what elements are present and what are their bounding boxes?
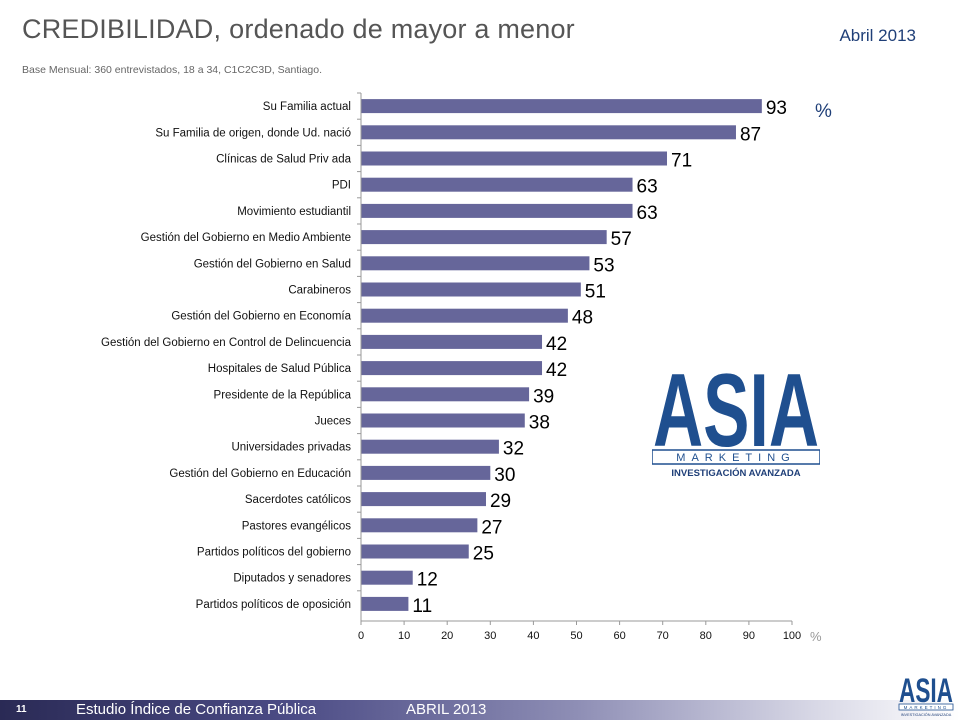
asia-marketing-logo: ASIA MARKETING INVESTIGACIÓN AVANZADA <box>652 362 820 479</box>
page-title: CREDIBILIDAD, ordenado de mayor a menor <box>22 14 575 45</box>
value-label: 48 <box>572 308 593 329</box>
value-label: 71 <box>671 151 692 172</box>
category-label: Gestión del Gobierno en Control de Delin… <box>101 337 352 349</box>
bar <box>361 413 525 428</box>
value-label: 42 <box>546 360 567 381</box>
bar <box>361 544 469 559</box>
value-label: 39 <box>533 386 554 407</box>
category-label: Jueces <box>315 416 352 428</box>
category-label: Gestión del Gobierno en Medio Ambiente <box>141 232 351 244</box>
x-tick-label: 100 <box>783 630 801 642</box>
bar <box>361 361 543 376</box>
value-label: 25 <box>473 544 494 565</box>
bar <box>361 151 668 166</box>
value-label: 63 <box>637 177 658 198</box>
category-label: Gestión del Gobierno en Economía <box>171 311 351 323</box>
bar <box>361 439 499 454</box>
value-label: 93 <box>766 98 787 119</box>
value-label: 53 <box>593 255 614 276</box>
bar <box>361 465 491 480</box>
report-date: Abril 2013 <box>839 26 916 45</box>
value-label: 11 <box>412 596 432 617</box>
svg-text:INVESTIGACIÓN AVANZADA: INVESTIGACIÓN AVANZADA <box>901 712 952 717</box>
category-label: Gestión del Gobierno en Educación <box>169 468 351 480</box>
x-tick-label: 90 <box>743 630 755 642</box>
bar <box>361 334 543 349</box>
category-label: Presidente de la República <box>214 389 352 401</box>
bar <box>361 230 607 245</box>
value-label: 38 <box>529 413 550 434</box>
base-note: Base Mensual: 360 entrevistados, 18 a 34… <box>22 64 323 76</box>
percent-unit-label: % <box>815 101 832 122</box>
category-label: Diputados y senadores <box>233 573 351 585</box>
category-label: Sacerdotes católicos <box>245 494 351 506</box>
x-tick-label: 60 <box>613 630 625 642</box>
x-tick-label: 40 <box>527 630 539 642</box>
bar <box>361 125 736 140</box>
svg-text:INVESTIGACIÓN AVANZADA: INVESTIGACIÓN AVANZADA <box>671 467 800 479</box>
value-label: 12 <box>417 570 438 591</box>
category-label: Universidades privadas <box>231 442 351 454</box>
bar <box>361 203 633 218</box>
value-label: 32 <box>503 439 524 460</box>
footer-page-number: 11 <box>16 704 27 715</box>
x-axis-unit: % <box>810 629 822 644</box>
footer-study-title: Estudio Índice de Confianza Pública <box>76 701 317 718</box>
title-main: CREDIBILIDAD, <box>22 14 222 44</box>
x-tick-label: 20 <box>441 630 453 642</box>
bar <box>361 308 568 323</box>
bar <box>361 256 590 271</box>
category-label: PDI <box>332 180 351 192</box>
svg-text:MARKETING: MARKETING <box>904 705 949 710</box>
value-label: 27 <box>481 517 502 538</box>
category-label: Clínicas de Salud Priv ada <box>216 154 351 166</box>
bar <box>361 177 633 192</box>
value-label: 51 <box>585 282 606 303</box>
category-label: Movimiento estudiantil <box>237 206 351 218</box>
bar <box>361 518 478 533</box>
category-label: Carabineros <box>288 285 351 297</box>
footer-asia-logo: ASIA MARKETING INVESTIGACIÓN AVANZADA <box>898 672 954 717</box>
bar <box>361 492 486 507</box>
x-tick-label: 70 <box>657 630 669 642</box>
x-tick-label: 80 <box>700 630 712 642</box>
category-label: Su Familia actual <box>263 101 351 113</box>
credibility-bar-chart: Su Familia actual 93 Su Familia de origen,… <box>101 92 832 644</box>
bar <box>361 596 409 611</box>
bar <box>361 99 762 114</box>
x-tick-label: 30 <box>484 630 496 642</box>
value-label: 30 <box>494 465 515 486</box>
value-label: 42 <box>546 334 567 355</box>
title-subtitle: ordenado de mayor a menor <box>229 14 575 44</box>
value-label: 29 <box>490 491 511 512</box>
category-label: Pastores evangélicos <box>242 520 352 532</box>
value-label: 87 <box>740 124 761 145</box>
value-label: 63 <box>637 203 658 224</box>
bar <box>361 282 581 297</box>
x-tick-label: 50 <box>570 630 582 642</box>
bar <box>361 570 413 585</box>
bar <box>361 387 530 402</box>
footer-date: ABRIL 2013 <box>406 701 487 718</box>
category-label: Gestión del Gobierno en Salud <box>194 258 351 270</box>
footer-bar <box>0 700 960 720</box>
category-label: Partidos políticos de oposición <box>196 599 351 611</box>
category-label: Su Familia de origen, donde Ud. nació <box>155 127 351 139</box>
svg-text:MARKETING: MARKETING <box>676 452 795 464</box>
value-label: 57 <box>611 229 632 250</box>
x-tick-label: 10 <box>398 630 410 642</box>
category-label: Hospitales de Salud Pública <box>208 363 352 375</box>
x-tick-label: 0 <box>358 630 364 642</box>
category-label: Partidos políticos del gobierno <box>197 547 351 559</box>
